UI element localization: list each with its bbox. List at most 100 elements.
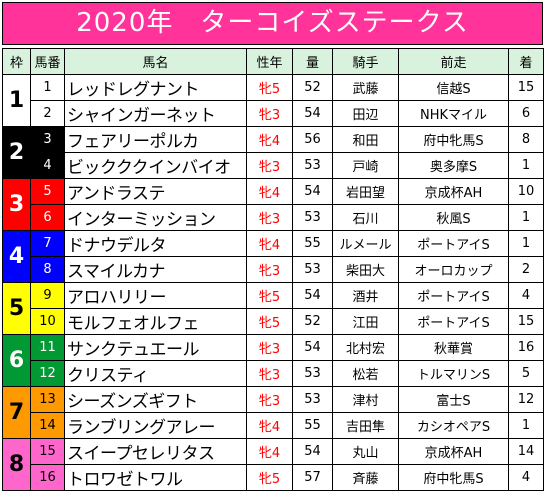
finish-cell: 2 (508, 256, 544, 283)
weight-cell: 54 (292, 100, 333, 127)
finish-cell: 1 (508, 412, 544, 439)
previous-race-cell: 京成杯AH (398, 178, 509, 205)
table-row: 6 11 サンクテュエール 牝3 54 北村宏 秋華賞 16 (2, 334, 544, 387)
number-cell: 15 (30, 438, 65, 465)
horse-name-cell: フェアリーポルカ (64, 126, 247, 153)
jockey-cell: 吉田隼 (332, 412, 399, 439)
number-cell: 11 (30, 334, 65, 361)
waku-cell: 2 (2, 126, 31, 179)
finish-cell: 4 (508, 464, 544, 491)
horse-name-cell: シャインガーネット (64, 100, 247, 127)
jockey-cell: 津村 (332, 386, 399, 413)
jockey-cell: 田辺 (332, 100, 399, 127)
horse-name-cell: スイープセレリタス (64, 438, 247, 465)
table-row: 16 トロワゼトワル 牝5 57 斉藤 府中牝馬S 4 (3, 464, 544, 491)
jockey-cell: 松若 (332, 360, 399, 387)
previous-race-cell: ポートアイS (398, 282, 509, 309)
finish-cell: 4 (508, 282, 544, 309)
number-cell: 9 (30, 282, 65, 309)
number-cell: 3 (30, 126, 65, 153)
finish-cell: 16 (508, 334, 544, 361)
number-cell: 14 (30, 412, 65, 439)
sex-age-cell: 牝5 (246, 464, 293, 491)
jockey-cell: 北村宏 (332, 334, 399, 361)
finish-cell: 6 (508, 100, 544, 127)
jockey-cell: 武藤 (332, 74, 399, 101)
table-row: 1 1 レッドレグナント 牝5 52 武藤 信越S 15 (2, 74, 544, 127)
finish-cell: 14 (508, 438, 544, 465)
sex-age-cell: 牝4 (246, 126, 293, 153)
horse-name-cell: サンクテュエール (64, 334, 247, 361)
weight-cell: 52 (292, 74, 333, 101)
weight-cell: 53 (292, 360, 333, 387)
jockey-cell: 柴田大 (332, 256, 399, 283)
sex-age-cell: 牝3 (246, 386, 293, 413)
header-sex-age: 性年 (246, 48, 293, 75)
header-weight: 量 (292, 48, 333, 75)
sex-age-cell: 牝4 (246, 412, 293, 439)
number-cell: 7 (30, 230, 65, 257)
jockey-cell: 酒井 (332, 282, 399, 309)
horse-name-cell: ドナウデルタ (64, 230, 247, 257)
table-row: 2 3 フェアリーポルカ 牝4 56 和田 府中牝馬S 8 (2, 126, 544, 179)
table-row: 14 ランブリングアレー 牝4 55 吉田隼 カシオペアS 1 (3, 412, 544, 439)
table-row: 3 5 アンドラステ 牝4 54 岩田望 京成杯AH 10 (2, 178, 544, 231)
previous-race-cell: 秋風S (398, 204, 509, 231)
finish-cell: 5 (508, 360, 544, 387)
previous-race-cell: オーロカップ (398, 256, 509, 283)
sex-age-cell: 牝4 (246, 230, 293, 257)
sex-age-cell: 牝4 (246, 438, 293, 465)
horse-name-cell: スマイルカナ (64, 256, 247, 283)
finish-cell: 10 (508, 178, 544, 205)
finish-cell: 1 (508, 230, 544, 257)
table-row: 5 9 アロハリリー 牝5 54 酒井 ポートアイS 4 (2, 282, 544, 335)
number-cell: 16 (30, 464, 65, 491)
previous-race-cell: NHKマイル (398, 100, 509, 127)
finish-cell: 8 (508, 126, 544, 153)
finish-cell: 15 (508, 74, 544, 101)
table-row: 4 ビックククインバイオ 牝3 53 戸崎 奥多摩S 1 (3, 152, 544, 179)
sex-age-cell: 牝5 (246, 308, 293, 335)
weight-cell: 57 (292, 464, 333, 491)
header-waku: 枠 (2, 48, 31, 75)
weight-cell: 53 (292, 386, 333, 413)
jockey-cell: ルメール (332, 230, 399, 257)
race-title: 2020年 ターコイズステークス (2, 2, 543, 45)
previous-race-cell: カシオペアS (398, 412, 509, 439)
number-cell: 12 (30, 360, 65, 387)
previous-race-cell: 信越S (398, 74, 509, 101)
jockey-cell: 江田 (332, 308, 399, 335)
table-row: 12 クリスティ 牝3 53 松若 トルマリンS 5 (3, 360, 544, 387)
table-row: 6 インターミッション 牝3 53 石川 秋風S 1 (3, 204, 544, 231)
header-number: 馬番 (30, 48, 65, 75)
previous-race-cell: ポートアイS (398, 308, 509, 335)
waku-cell: 4 (2, 230, 31, 283)
horse-name-cell: ビックククインバイオ (64, 152, 247, 179)
weight-cell: 55 (292, 230, 333, 257)
number-cell: 5 (30, 178, 65, 205)
waku-cell: 7 (2, 386, 31, 439)
weight-cell: 54 (292, 334, 333, 361)
finish-cell: 1 (508, 152, 544, 179)
jockey-cell: 和田 (332, 126, 399, 153)
table-row: 2 シャインガーネット 牝3 54 田辺 NHKマイル 6 (3, 100, 544, 127)
jockey-cell: 丸山 (332, 438, 399, 465)
header-previous-race: 前走 (398, 48, 509, 75)
weight-cell: 55 (292, 412, 333, 439)
sex-age-cell: 牝3 (246, 204, 293, 231)
previous-race-cell: ポートアイS (398, 230, 509, 257)
horse-name-cell: レッドレグナント (64, 74, 247, 101)
weight-cell: 54 (292, 282, 333, 309)
table-row: 7 13 シーズンズギフト 牝3 53 津村 富士S 12 (2, 386, 544, 439)
entry-table: 枠 馬番 馬名 性年 量 騎手 前走 着 1 1 レッドレグナント 牝5 52 武藤 信越S… (2, 48, 544, 491)
jockey-cell: 石川 (332, 204, 399, 231)
header-jockey: 騎手 (332, 48, 399, 75)
previous-race-cell: 京成杯AH (398, 438, 509, 465)
finish-cell: 12 (508, 386, 544, 413)
weight-cell: 53 (292, 256, 333, 283)
waku-cell: 3 (2, 178, 31, 231)
table-row: 10 モルフェオルフェ 牝5 52 江田 ポートアイS 15 (3, 308, 544, 335)
sex-age-cell: 牝3 (246, 100, 293, 127)
sex-age-cell: 牝5 (246, 74, 293, 101)
